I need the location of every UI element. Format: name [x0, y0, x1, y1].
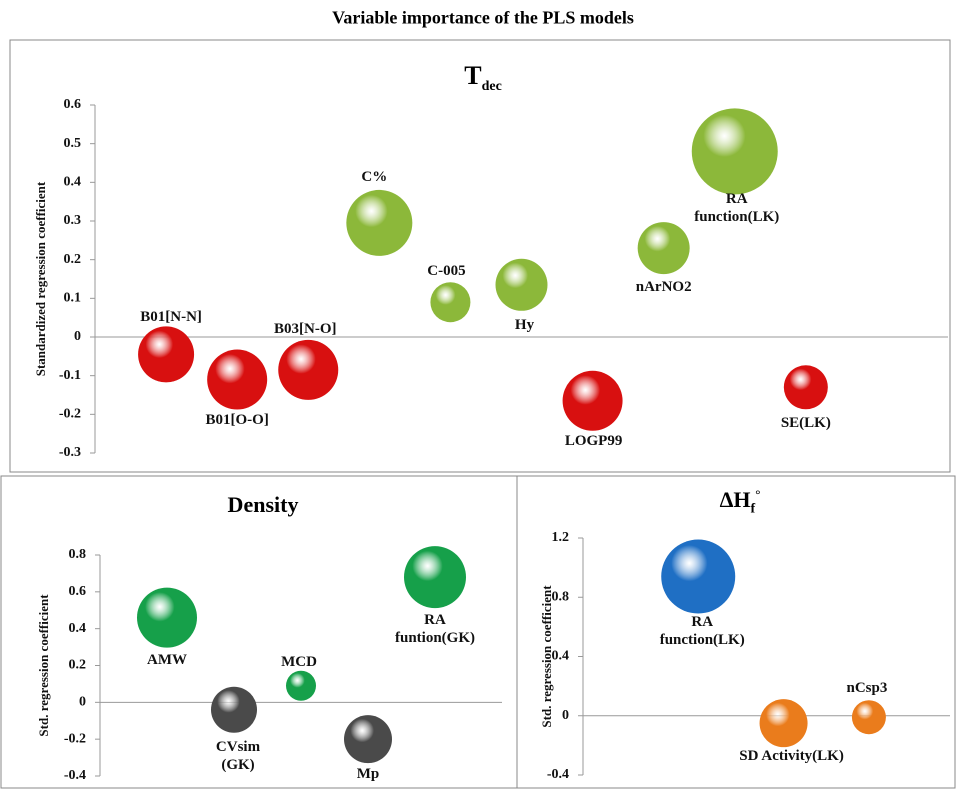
bubble — [346, 189, 413, 256]
y-axis-label: Std. regression coefficient — [36, 594, 51, 737]
bubble — [759, 699, 808, 748]
data-label: RA function(LK) — [659, 613, 745, 648]
title-main: T — [464, 60, 482, 90]
bubble — [404, 546, 466, 609]
data-label: C-005 — [427, 263, 466, 280]
y-tick-label: -0.4 — [64, 768, 86, 783]
y-tick-label: 0.4 — [69, 621, 87, 636]
bubble — [286, 670, 316, 701]
data-label: B01[O-O] — [205, 411, 269, 428]
data-label: Hy — [514, 316, 535, 333]
y-tick-label: -0.2 — [59, 407, 81, 422]
data-label: CVsim (GK) — [215, 738, 261, 773]
data-label: B01[N-N] — [140, 309, 202, 326]
data-label: Mp — [356, 766, 380, 783]
title-superscript: ° — [755, 486, 761, 502]
bubble — [430, 282, 471, 323]
bubble — [207, 349, 268, 410]
title-subscript: dec — [481, 79, 502, 95]
y-tick-label: 0.4 — [552, 649, 570, 664]
data-label: nArNO2 — [635, 279, 692, 296]
bubble — [138, 326, 195, 383]
title-main: Density — [227, 492, 299, 517]
bubble — [851, 700, 886, 735]
y-tick-label: -0.2 — [64, 731, 86, 746]
y-tick-label: 0.3 — [64, 213, 82, 228]
title-main: ΔH — [719, 486, 751, 512]
bubble — [691, 108, 778, 195]
data-label: RA function(LK) — [694, 191, 780, 226]
data-label: MCD — [281, 653, 317, 670]
chart-title: Tdec — [464, 61, 502, 95]
y-axis-label: Standardized regression coefficient — [33, 181, 48, 376]
data-label: SD Activity(LK) — [739, 748, 844, 765]
bubble — [278, 339, 339, 400]
y-tick-label: 0.4 — [64, 175, 82, 190]
y-tick-label: -0.4 — [547, 767, 569, 782]
data-label: C% — [361, 168, 388, 185]
y-tick-label: 0.1 — [64, 291, 82, 306]
y-tick-label: 0.5 — [64, 136, 82, 151]
y-tick-label: 0.2 — [64, 252, 82, 267]
bubble — [637, 222, 690, 275]
bubble — [495, 258, 548, 311]
chart-title: ΔHf° — [720, 487, 761, 518]
data-label: nCsp3 — [846, 680, 888, 697]
data-label: RA funtion(GK) — [394, 612, 476, 647]
y-tick-label: 1.2 — [552, 530, 570, 545]
y-tick-label: -0.3 — [59, 445, 81, 460]
panel — [516, 475, 956, 789]
title-subscript: f — [750, 501, 756, 517]
y-tick-label: 0.6 — [69, 584, 87, 599]
chart-title: Density — [228, 492, 299, 518]
panel — [9, 39, 951, 473]
y-tick-label: 0.8 — [69, 547, 87, 562]
bubble — [661, 539, 736, 614]
bubble — [137, 587, 197, 648]
y-tick-label: 0 — [74, 329, 81, 344]
y-tick-label: 0.6 — [64, 97, 82, 112]
y-tick-label: 0.8 — [552, 589, 570, 604]
bubble — [344, 715, 392, 764]
data-label: LOGP99 — [564, 432, 623, 449]
bubble — [783, 365, 828, 410]
bubble — [211, 686, 257, 733]
figure-title: Variable importance of the PLS models — [332, 7, 634, 28]
data-label: B03[N-O] — [274, 320, 337, 337]
bubble — [562, 370, 623, 431]
y-tick-label: 0.2 — [69, 658, 87, 673]
y-tick-label: -0.1 — [59, 368, 81, 383]
y-tick-label: 0 — [562, 708, 569, 723]
y-axis-label: Std. regression coefficient — [539, 585, 554, 728]
data-label: AMW — [147, 651, 187, 668]
data-label: SE(LK) — [780, 415, 831, 432]
y-tick-label: 0 — [79, 695, 86, 710]
